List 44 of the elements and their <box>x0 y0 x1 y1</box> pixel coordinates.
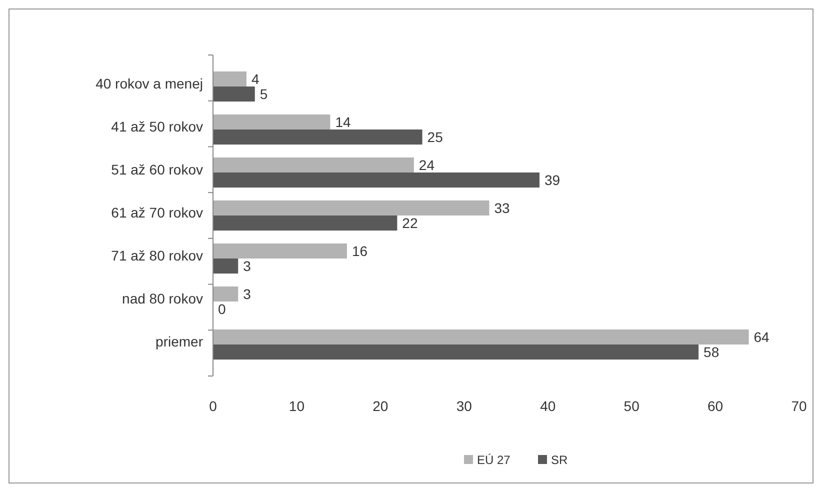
data-label: 5 <box>260 86 268 102</box>
bar <box>213 130 422 145</box>
y-tick-label: priemer <box>156 334 204 350</box>
y-tick-label: 41 až 50 rokov <box>111 118 203 134</box>
data-label: 58 <box>704 344 720 360</box>
data-label: 0 <box>218 301 226 318</box>
bar <box>213 172 540 188</box>
x-tick-label: 60 <box>707 398 724 414</box>
data-label: 4 <box>251 70 260 87</box>
bar <box>213 157 414 172</box>
x-tick-label: 30 <box>456 398 472 414</box>
x-tick-label: 70 <box>791 398 807 414</box>
y-tick-label: 61 až 70 rokov <box>111 204 203 220</box>
bar <box>213 114 330 130</box>
bar <box>213 344 699 360</box>
data-label: 33 <box>494 200 510 216</box>
bar <box>213 243 347 258</box>
data-label: 39 <box>544 172 560 188</box>
x-tick-label: 10 <box>288 398 305 414</box>
data-label: 16 <box>352 242 368 259</box>
x-tick-label: 20 <box>372 398 388 414</box>
data-label: 25 <box>427 129 444 146</box>
bar <box>213 329 749 344</box>
x-tick-label: 40 <box>540 398 556 414</box>
data-label: 14 <box>335 114 351 130</box>
legend-label: EÚ 27 <box>477 453 511 467</box>
bar <box>213 200 490 216</box>
bar <box>213 258 238 274</box>
data-label: 3 <box>243 286 252 302</box>
bar <box>213 71 246 86</box>
bar <box>213 286 238 302</box>
data-label: 64 <box>754 328 770 345</box>
y-tick-label: nad 80 rokov <box>122 290 203 306</box>
legend-label: SR <box>551 453 568 467</box>
x-tick-label: 50 <box>624 398 640 414</box>
data-label: 3 <box>243 258 252 274</box>
y-tick-label: 40 rokov a menej <box>96 76 203 92</box>
y-tick-label: 71 až 80 rokov <box>111 248 203 264</box>
y-tick-label: 51 až 60 rokov <box>111 162 203 178</box>
data-label: 22 <box>402 215 418 232</box>
x-tick-label: 0 <box>209 398 218 414</box>
bar <box>213 216 398 231</box>
bar <box>213 86 255 102</box>
data-label: 24 <box>418 156 435 173</box>
